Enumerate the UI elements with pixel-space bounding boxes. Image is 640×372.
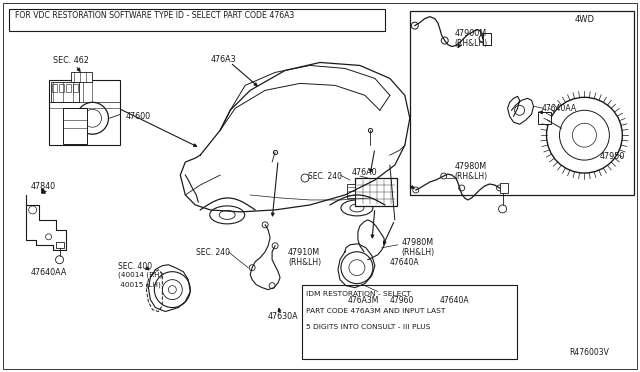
Bar [63, 108, 86, 144]
Bar [56, 242, 63, 248]
Text: 47980M: 47980M [402, 238, 434, 247]
Bar [500, 183, 508, 193]
Bar [538, 112, 552, 124]
Text: 47630A: 47630A [268, 311, 299, 321]
Bar [72, 84, 77, 92]
Text: 47640AA: 47640AA [31, 268, 67, 277]
Bar [347, 184, 355, 198]
Bar [52, 84, 56, 92]
Text: (40014 (RH): (40014 (RH) [118, 272, 163, 278]
Text: (RH&LH): (RH&LH) [402, 248, 435, 257]
Text: 476A0: 476A0 [352, 168, 378, 177]
Text: (RH&LH): (RH&LH) [454, 172, 488, 181]
Text: 47980M: 47980M [454, 162, 487, 171]
Bar [302, 285, 516, 359]
Text: 47960: 47960 [390, 296, 414, 305]
Text: SEC. 240: SEC. 240 [196, 248, 230, 257]
Text: 47640A: 47640A [390, 258, 419, 267]
Text: 47640AA: 47640AA [541, 104, 577, 113]
Text: 5 DIGITS INTO CONSULT - III PLUS: 5 DIGITS INTO CONSULT - III PLUS [306, 324, 431, 330]
Text: 47640A: 47640A [440, 296, 469, 305]
Bar [49, 80, 120, 145]
Text: SEC. 462: SEC. 462 [52, 57, 88, 65]
Text: 47910M: 47910M [288, 248, 320, 257]
Text: 476A3: 476A3 [210, 55, 236, 64]
Text: 47840: 47840 [31, 182, 56, 191]
Bar [355, 178, 397, 206]
Bar [51, 82, 79, 102]
Text: PART CODE 476A3M AND INPUT LAST: PART CODE 476A3M AND INPUT LAST [306, 308, 445, 314]
Text: IDM RESTORATION - SELECT: IDM RESTORATION - SELECT [306, 291, 411, 296]
Bar [410, 11, 634, 195]
Text: FOR VDC RESTORATION SOFTWARE TYPE ID - SELECT PART CODE 476A3: FOR VDC RESTORATION SOFTWARE TYPE ID - S… [15, 11, 294, 20]
Text: 40015 (LH): 40015 (LH) [118, 282, 161, 288]
Text: 476A3M: 476A3M [348, 296, 380, 305]
Text: SEC. 400: SEC. 400 [118, 262, 152, 271]
Text: (RH&LH): (RH&LH) [454, 39, 488, 48]
Bar [9, 9, 385, 31]
Bar [483, 33, 491, 45]
Text: 47950: 47950 [600, 152, 625, 161]
Bar [65, 84, 70, 92]
Text: (RH&LH): (RH&LH) [288, 258, 321, 267]
Text: SEC. 240: SEC. 240 [308, 172, 342, 181]
Text: 4WD: 4WD [575, 15, 595, 24]
Bar [70, 73, 93, 82]
Text: 47900M: 47900M [454, 29, 487, 38]
Text: 47600: 47600 [125, 112, 150, 121]
Bar [59, 84, 63, 92]
Text: R476003V: R476003V [570, 348, 609, 357]
